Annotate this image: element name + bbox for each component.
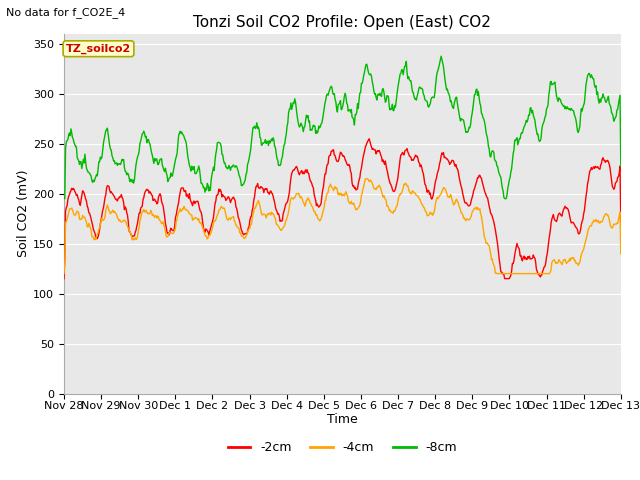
Text: No data for f_CO2E_4: No data for f_CO2E_4	[6, 7, 125, 18]
Title: Tonzi Soil CO2 Profile: Open (East) CO2: Tonzi Soil CO2 Profile: Open (East) CO2	[193, 15, 492, 30]
X-axis label: Time: Time	[327, 413, 358, 426]
Text: TZ_soilco2: TZ_soilco2	[66, 44, 131, 54]
Y-axis label: Soil CO2 (mV): Soil CO2 (mV)	[17, 170, 30, 257]
Legend: -2cm, -4cm, -8cm: -2cm, -4cm, -8cm	[223, 436, 462, 459]
